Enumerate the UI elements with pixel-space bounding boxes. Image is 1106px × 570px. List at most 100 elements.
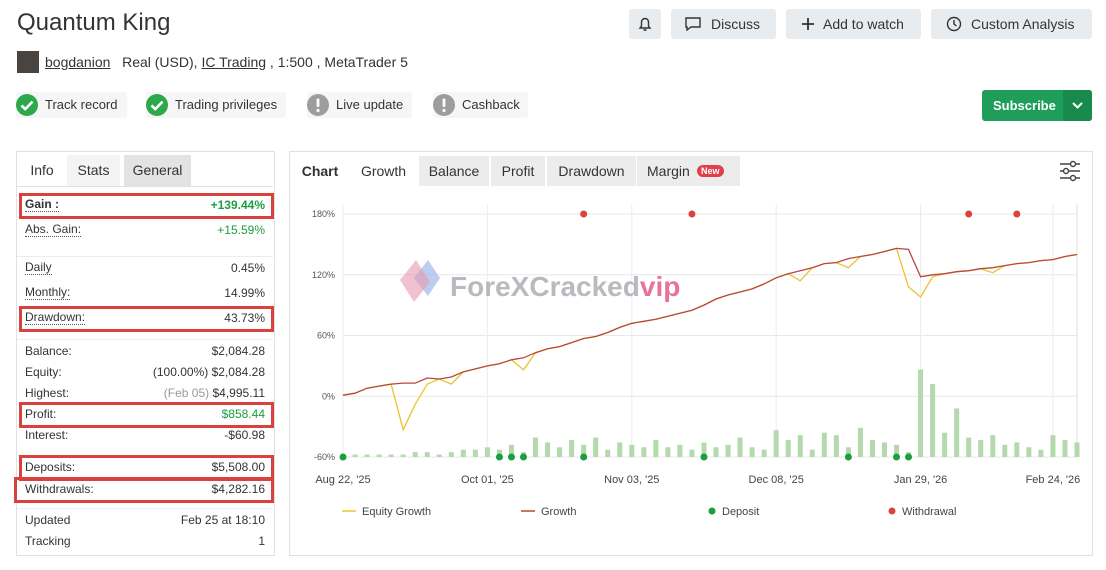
event-dot — [519, 453, 527, 461]
bar — [533, 437, 539, 457]
event-dot — [1013, 210, 1021, 218]
bar — [966, 437, 972, 457]
stat-value: (Feb 05) $4,995.11 — [164, 385, 265, 401]
stat-note: (Feb 05) — [163, 386, 210, 400]
bar — [797, 435, 803, 457]
event-dot — [893, 453, 901, 461]
bar — [581, 444, 587, 457]
button-label: Add to watch — [823, 16, 904, 32]
bar — [376, 454, 382, 457]
chart-tab[interactable]: Profit — [491, 156, 545, 186]
bar — [845, 447, 851, 457]
chart-tab[interactable]: Balance — [419, 156, 489, 186]
settings-icon[interactable] — [1058, 159, 1082, 183]
stat-label: Tracking — [25, 534, 71, 548]
watch-button[interactable]: Add to watch — [786, 9, 921, 39]
bar — [773, 430, 779, 457]
bar — [617, 442, 623, 457]
bar — [460, 449, 466, 457]
badge-label: Track record — [45, 97, 118, 112]
separator — [17, 256, 273, 257]
discuss-button[interactable]: Discuss — [671, 9, 776, 39]
stat-value: +139.44% — [210, 198, 265, 212]
bar — [1074, 442, 1080, 457]
stats-tab[interactable]: Stats — [67, 155, 120, 186]
user-link[interactable]: bogdanion — [45, 54, 111, 70]
stats-tab[interactable]: General — [124, 155, 191, 186]
bar — [1014, 442, 1020, 457]
bar — [785, 439, 791, 457]
bar — [954, 408, 960, 457]
event-dot — [580, 453, 588, 461]
highlight-box — [19, 402, 274, 428]
watermark-text: vip — [640, 271, 680, 302]
x-tick-label: Oct 01, '25 — [461, 474, 514, 486]
bar — [665, 447, 671, 457]
plus-icon — [802, 18, 814, 30]
badge-icon — [146, 94, 168, 116]
button-label: Custom Analysis — [971, 16, 1075, 32]
stat-value: $858.44 — [221, 407, 265, 421]
bar — [641, 447, 647, 457]
chart-tab[interactable]: Drawdown — [547, 156, 636, 186]
stat-label: Profit: — [25, 407, 57, 421]
event-dot — [507, 453, 515, 461]
analysis-button[interactable]: Custom Analysis — [931, 9, 1092, 39]
watermark-text: ForeXCracked — [450, 271, 640, 302]
bar — [653, 439, 659, 457]
legend-swatch — [708, 507, 716, 515]
subscribe-dropdown[interactable] — [1063, 90, 1092, 121]
separator — [17, 508, 273, 509]
chart-panel — [289, 151, 1093, 556]
notify-button[interactable] — [629, 9, 661, 39]
bar — [400, 454, 406, 457]
stat-label: Drawdown: — [25, 310, 86, 325]
stats-tab[interactable]: Info — [20, 155, 64, 186]
subscribe-button[interactable]: Subscribe — [982, 90, 1092, 121]
bar — [364, 454, 370, 457]
bar — [978, 439, 984, 457]
stat-value: 1 — [258, 534, 265, 548]
account-extra: , 1:500 , MetaTrader 5 — [269, 54, 408, 70]
x-tick-label: Jan 29, '26 — [894, 474, 947, 486]
bar — [689, 449, 695, 457]
bar — [545, 442, 551, 457]
bar — [388, 454, 394, 457]
bar — [833, 435, 839, 457]
stat-value: 0.45% — [230, 261, 265, 275]
bar — [448, 452, 454, 457]
bar — [352, 454, 358, 457]
bar — [1038, 449, 1044, 457]
stat-label: Daily — [25, 260, 52, 275]
chart-tab[interactable]: Margin New — [637, 156, 740, 186]
bar — [930, 384, 936, 457]
stat-value: Feb 25 at 18:10 — [180, 513, 265, 527]
clock-icon — [946, 16, 962, 32]
y-tick-label: -60% — [314, 452, 335, 462]
bar — [749, 447, 755, 457]
stat-label: Balance: — [25, 344, 72, 358]
event-dot — [339, 453, 347, 461]
y-tick-label: 120% — [312, 270, 335, 280]
legend-label: Withdrawal — [902, 506, 956, 518]
tab-underline — [17, 186, 273, 187]
bar — [557, 447, 563, 457]
chart-tab[interactable]: Growth — [350, 156, 417, 186]
watermark: ForeXCrackedvip — [450, 271, 680, 302]
bar — [701, 442, 707, 457]
stat-label: Gain : — [25, 197, 60, 212]
caret-icon — [1072, 102, 1083, 109]
status-badge: Cashback — [433, 92, 528, 118]
legend-label: Equity Growth — [362, 506, 431, 518]
stat-value: $5,508.00 — [211, 460, 265, 474]
highlight-box — [14, 477, 274, 503]
broker-link[interactable]: IC Trading — [201, 54, 267, 70]
bar — [821, 432, 827, 457]
y-tick-label: 180% — [312, 209, 335, 219]
event-dot — [844, 453, 852, 461]
x-tick-label: Aug 22, '25 — [315, 474, 370, 486]
badge-icon — [16, 94, 38, 116]
legend-label: Growth — [541, 506, 576, 518]
status-badge: Live update — [307, 92, 412, 118]
bar — [472, 449, 478, 457]
